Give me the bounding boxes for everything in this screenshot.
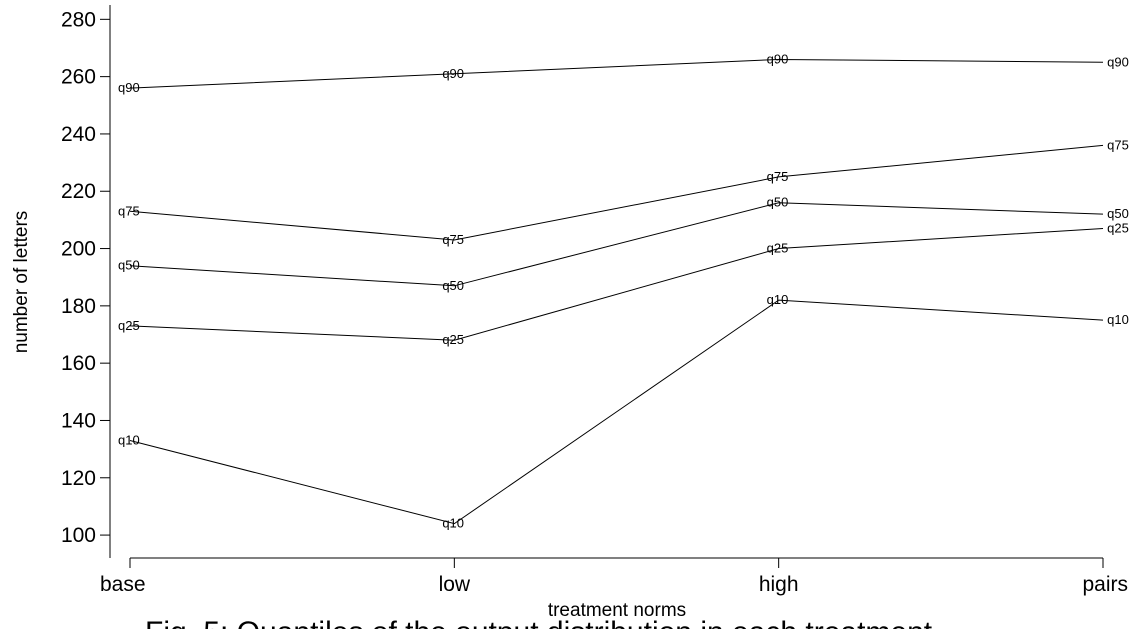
x-tick-label: base [100,573,146,596]
y-tick-label: 280 [61,8,96,31]
series-line-q10 [129,299,1104,525]
point-label-q25: q25 [767,241,789,256]
point-label-q50: q50 [118,258,140,273]
series-line-q50 [129,202,1104,287]
y-ticks: 100 120 140 160 180 200 220 240 260 280 [61,8,110,547]
y-tick-label: 100 [61,524,96,547]
point-label-q10: q10 [1107,312,1129,327]
point-label-q50: q50 [442,278,464,293]
point-label-q90: q90 [118,80,140,95]
axes [109,5,1103,559]
point-label-q90: q90 [1107,54,1129,69]
series-line-q25 [129,227,1104,341]
y-tick-label: 220 [61,180,96,203]
x-ticks: base low high pairs [100,558,1128,596]
point-label-q25: q25 [118,318,140,333]
point-label-q90: q90 [767,51,789,66]
point-label-q75: q75 [767,169,789,184]
y-tick-label: 160 [61,352,96,375]
point-label-q25: q25 [1107,220,1129,235]
point-label-q10: q10 [767,292,789,307]
series-line-q90 [129,58,1104,89]
point-label-q10: q10 [442,516,464,531]
figure-caption: Fig. 5: Quantiles of the output distribu… [145,616,933,629]
point-label-q75: q75 [442,232,464,247]
y-tick-label: 260 [61,66,96,89]
y-tick-label: 120 [61,467,96,490]
point-label-q50: q50 [767,195,789,210]
y-axis-title: number of letters [11,211,32,354]
x-axis-title: treatment norms [548,600,686,621]
series-lines [129,58,1104,525]
y-tick-label: 140 [61,409,96,432]
point-label-q75: q75 [118,203,140,218]
point-label-q50: q50 [1107,206,1129,221]
x-tick-label: high [759,573,799,596]
x-tick-label: low [439,573,471,596]
point-label-q25: q25 [442,332,464,347]
series-line-q75 [129,144,1104,241]
y-tick-label: 240 [61,123,96,146]
point-label-q90: q90 [442,66,464,81]
point-label-q75: q75 [1107,137,1129,152]
point-label-q10: q10 [118,433,140,448]
y-tick-label: 180 [61,295,96,318]
x-tick-label: pairs [1082,573,1128,596]
y-tick-label: 200 [61,238,96,261]
